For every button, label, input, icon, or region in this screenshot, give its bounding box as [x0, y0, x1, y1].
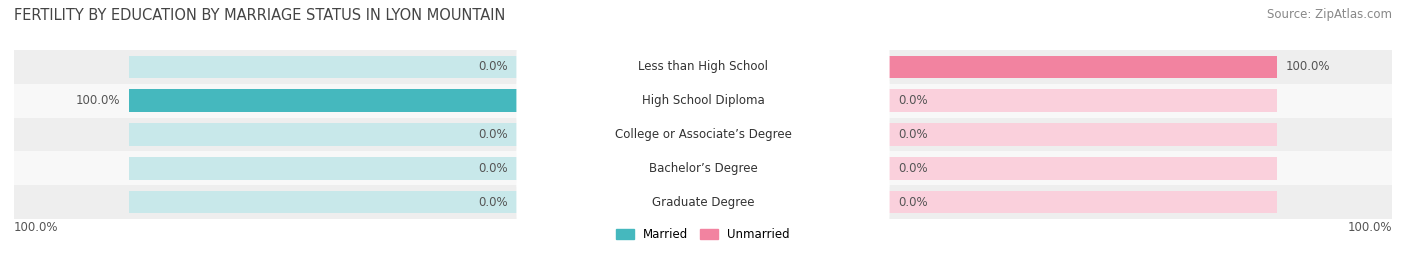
Bar [129, 89, 703, 112]
Bar [129, 190, 703, 214]
Text: 0.0%: 0.0% [898, 94, 928, 107]
Bar [14, 118, 1392, 151]
Bar [129, 55, 703, 79]
Text: 100.0%: 100.0% [76, 94, 121, 107]
Bar [14, 151, 1392, 185]
Text: 0.0%: 0.0% [898, 162, 928, 175]
Bar [129, 123, 703, 146]
Bar [703, 190, 1277, 214]
Bar [703, 123, 1277, 146]
Text: Less than High School: Less than High School [638, 61, 768, 73]
Text: 0.0%: 0.0% [478, 128, 508, 141]
Text: Graduate Degree: Graduate Degree [652, 196, 754, 208]
Bar [129, 157, 703, 180]
Text: Bachelor’s Degree: Bachelor’s Degree [648, 162, 758, 175]
Text: 100.0%: 100.0% [1347, 221, 1392, 234]
Text: High School Diploma: High School Diploma [641, 94, 765, 107]
Bar [14, 84, 1392, 118]
FancyBboxPatch shape [516, 40, 890, 94]
Text: Source: ZipAtlas.com: Source: ZipAtlas.com [1267, 8, 1392, 21]
Text: College or Associate’s Degree: College or Associate’s Degree [614, 128, 792, 141]
Bar [703, 89, 1277, 112]
Text: FERTILITY BY EDUCATION BY MARRIAGE STATUS IN LYON MOUNTAIN: FERTILITY BY EDUCATION BY MARRIAGE STATU… [14, 8, 505, 23]
Bar [129, 89, 703, 112]
Text: 100.0%: 100.0% [14, 221, 59, 234]
Text: 0.0%: 0.0% [898, 128, 928, 141]
Text: 0.0%: 0.0% [478, 61, 508, 73]
Bar [14, 185, 1392, 219]
FancyBboxPatch shape [516, 141, 890, 196]
Bar [703, 55, 1277, 79]
FancyBboxPatch shape [516, 73, 890, 128]
Bar [703, 157, 1277, 180]
Text: 0.0%: 0.0% [478, 196, 508, 208]
Text: 0.0%: 0.0% [898, 196, 928, 208]
FancyBboxPatch shape [516, 107, 890, 162]
Bar [703, 55, 1277, 79]
Legend: Married, Unmarried: Married, Unmarried [612, 223, 794, 246]
Text: 0.0%: 0.0% [478, 162, 508, 175]
FancyBboxPatch shape [516, 175, 890, 229]
Bar [14, 50, 1392, 84]
Text: 100.0%: 100.0% [1285, 61, 1330, 73]
